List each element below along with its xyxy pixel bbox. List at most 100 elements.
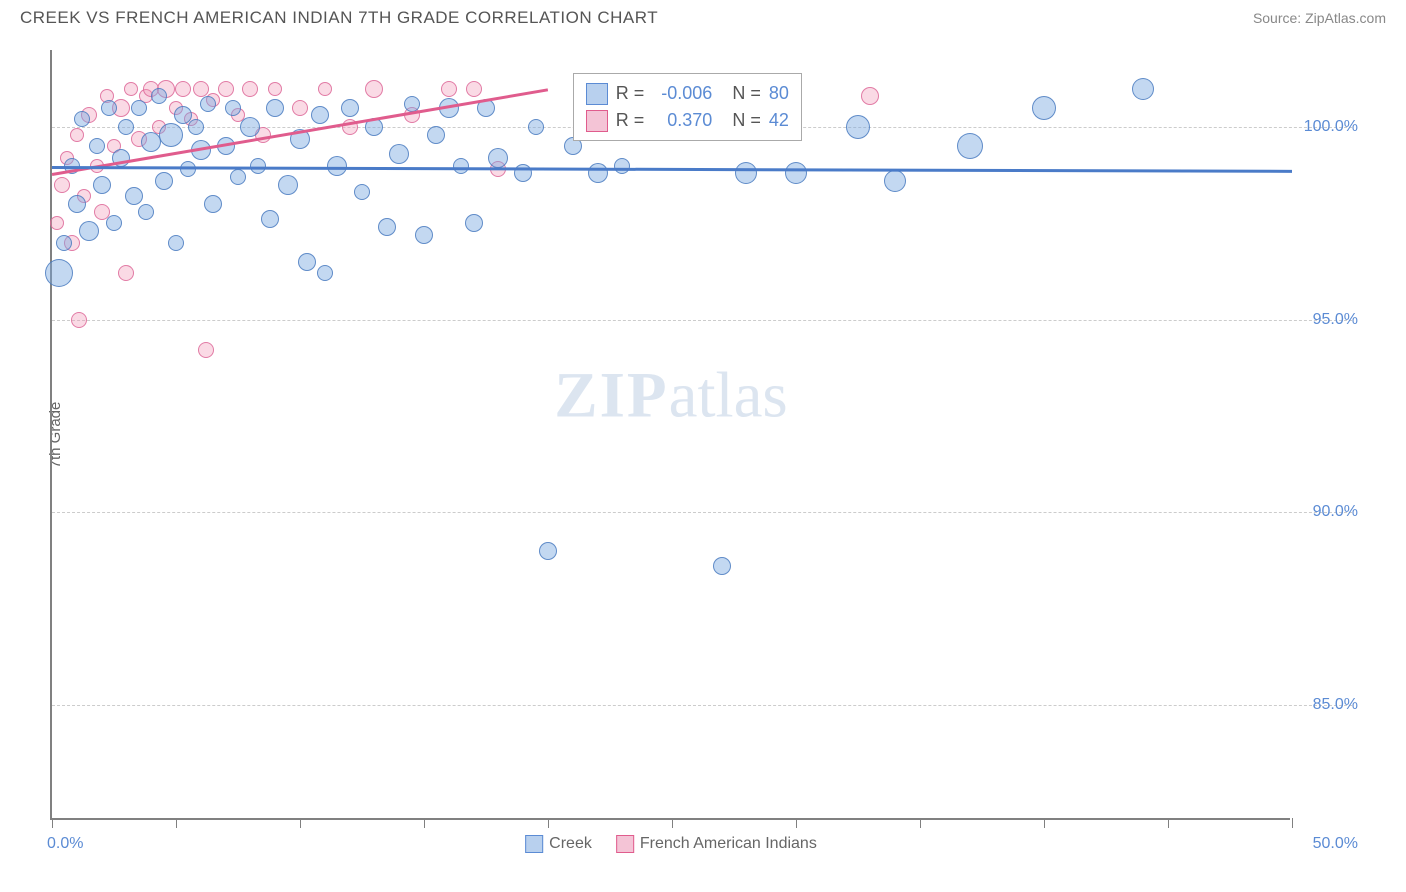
scatter-point	[175, 81, 191, 97]
scatter-point	[151, 88, 167, 104]
scatter-point	[56, 235, 72, 251]
scatter-point	[539, 542, 557, 560]
scatter-point	[884, 170, 906, 192]
correlation-legend: R =-0.006N =80R =0.370N =42	[573, 73, 802, 141]
scatter-point	[389, 144, 409, 164]
xtick	[920, 818, 921, 828]
scatter-point	[204, 195, 222, 213]
scatter-point	[861, 87, 879, 105]
xtick	[300, 818, 301, 828]
scatter-point	[614, 158, 630, 174]
ytick-label: 95.0%	[1313, 311, 1358, 329]
legend-row: R =-0.006N =80	[586, 80, 789, 107]
legend-swatch	[586, 110, 608, 132]
scatter-point	[240, 117, 260, 137]
scatter-point	[311, 106, 329, 124]
xtick	[1168, 818, 1169, 828]
legend-swatch	[525, 835, 543, 853]
scatter-point	[488, 148, 508, 168]
legend-r-label: R =	[616, 80, 645, 107]
scatter-point	[735, 162, 757, 184]
scatter-point	[200, 96, 216, 112]
scatter-point	[453, 158, 469, 174]
chart-source: Source: ZipAtlas.com	[1253, 10, 1386, 26]
xtick	[176, 818, 177, 828]
legend-r-value: -0.006	[652, 80, 712, 107]
scatter-point	[89, 138, 105, 154]
legend-swatch	[586, 83, 608, 105]
scatter-point	[378, 218, 396, 236]
scatter-point	[159, 123, 183, 147]
scatter-point	[278, 175, 298, 195]
series-legend: CreekFrench American Indians	[525, 835, 817, 853]
scatter-point	[588, 163, 608, 183]
scatter-point	[317, 265, 333, 281]
legend-n-label: N =	[732, 107, 761, 134]
scatter-point	[168, 235, 184, 251]
scatter-point	[71, 312, 87, 328]
scatter-point	[106, 215, 122, 231]
scatter-point	[79, 221, 99, 241]
scatter-point	[155, 172, 173, 190]
scatter-point	[68, 195, 86, 213]
scatter-point	[846, 115, 870, 139]
scatter-point	[45, 259, 73, 287]
scatter-point	[441, 81, 457, 97]
ytick-label: 90.0%	[1313, 503, 1358, 521]
scatter-point	[180, 161, 196, 177]
scatter-point	[341, 99, 359, 117]
watermark-zip: ZIP	[554, 359, 668, 431]
chart-title: CREEK VS FRENCH AMERICAN INDIAN 7TH GRAD…	[20, 8, 658, 28]
scatter-point	[74, 111, 90, 127]
legend-row: R = 0.370 N = 42	[586, 107, 789, 134]
legend-n-value: 42	[769, 107, 789, 134]
xtick	[1292, 818, 1293, 828]
scatter-point	[466, 81, 482, 97]
scatter-point	[50, 216, 64, 230]
series-label: Creek	[549, 835, 592, 853]
gridline	[52, 320, 1352, 321]
scatter-point	[427, 126, 445, 144]
scatter-point	[101, 100, 117, 116]
ytick-label: 85.0%	[1313, 696, 1358, 714]
xtick	[672, 818, 673, 828]
scatter-point	[1032, 96, 1056, 120]
gridline	[52, 512, 1352, 513]
gridline	[52, 705, 1352, 706]
legend-swatch	[616, 835, 634, 853]
scatter-point	[54, 177, 70, 193]
xtick-label-right: 50.0%	[1313, 835, 1358, 853]
scatter-point	[118, 265, 134, 281]
scatter-point	[292, 100, 308, 116]
legend-r-value: 0.370	[652, 107, 712, 134]
legend-n-label: N =	[732, 80, 761, 107]
scatter-point	[250, 158, 266, 174]
xtick	[424, 818, 425, 828]
scatter-point	[225, 100, 241, 116]
xtick-label-left: 0.0%	[47, 835, 83, 853]
xtick	[548, 818, 549, 828]
scatter-point	[957, 133, 983, 159]
chart-container: 7th Grade ZIPatlas 85.0%90.0%95.0%100.0%…	[50, 50, 1360, 820]
scatter-point	[268, 82, 282, 96]
ytick-label: 100.0%	[1304, 118, 1358, 136]
scatter-point	[298, 253, 316, 271]
scatter-point	[131, 100, 147, 116]
scatter-point	[230, 169, 246, 185]
scatter-point	[266, 99, 284, 117]
scatter-point	[138, 204, 154, 220]
chart-header: CREEK VS FRENCH AMERICAN INDIAN 7TH GRAD…	[0, 0, 1406, 32]
scatter-point	[785, 162, 807, 184]
legend-r-label: R =	[616, 107, 645, 134]
scatter-point	[188, 119, 204, 135]
scatter-point	[218, 81, 234, 97]
scatter-point	[465, 214, 483, 232]
series-legend-item: Creek	[525, 835, 592, 853]
watermark: ZIPatlas	[554, 358, 787, 433]
scatter-point	[354, 184, 370, 200]
scatter-point	[125, 187, 143, 205]
scatter-point	[713, 557, 731, 575]
scatter-point	[70, 128, 84, 142]
scatter-point	[365, 80, 383, 98]
xtick	[52, 818, 53, 828]
